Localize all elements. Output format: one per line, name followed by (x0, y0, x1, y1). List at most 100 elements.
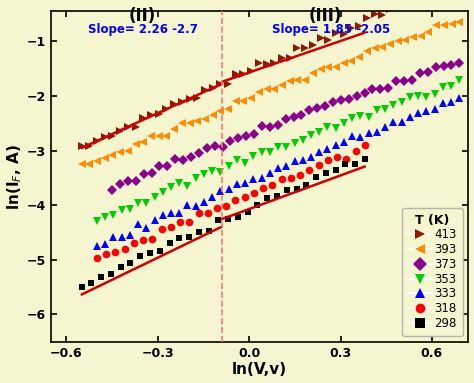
318 (362, 143, 368, 148)
353 (349, 116, 355, 121)
298 (362, 157, 368, 161)
393 (79, 162, 84, 167)
333 (317, 150, 322, 154)
393 (387, 42, 393, 47)
373 (267, 125, 273, 129)
393 (364, 49, 370, 54)
333 (234, 182, 240, 187)
393 (256, 90, 262, 94)
353 (118, 208, 124, 213)
353 (432, 91, 438, 96)
298 (313, 175, 319, 179)
393 (433, 22, 439, 27)
333 (349, 134, 355, 138)
413 (79, 143, 84, 148)
353 (94, 219, 100, 223)
333 (432, 107, 438, 111)
298 (303, 183, 309, 188)
413 (179, 100, 185, 105)
353 (374, 108, 380, 112)
353 (407, 95, 413, 100)
373 (362, 91, 367, 96)
333 (226, 186, 231, 191)
393 (233, 99, 238, 103)
393 (372, 46, 377, 51)
353 (226, 164, 231, 168)
413 (348, 26, 354, 31)
333 (391, 120, 396, 124)
333 (110, 234, 116, 239)
333 (242, 181, 248, 185)
333 (118, 234, 124, 239)
318 (177, 220, 183, 224)
333 (168, 211, 174, 216)
353 (448, 83, 454, 88)
318 (242, 194, 247, 199)
318 (131, 241, 137, 246)
373 (354, 93, 360, 98)
413 (426, 0, 431, 1)
298 (216, 218, 221, 223)
373 (212, 144, 218, 149)
373 (385, 85, 391, 90)
393 (248, 95, 254, 100)
353 (292, 141, 297, 145)
373 (291, 115, 296, 120)
298 (128, 261, 133, 265)
393 (395, 39, 401, 44)
413 (241, 71, 246, 76)
373 (117, 182, 123, 187)
353 (300, 137, 306, 142)
353 (135, 201, 141, 205)
353 (168, 185, 174, 190)
298 (284, 188, 290, 193)
373 (417, 70, 423, 75)
298 (98, 275, 104, 279)
373 (378, 87, 383, 91)
318 (325, 158, 331, 162)
393 (109, 153, 115, 157)
373 (322, 103, 328, 108)
413 (109, 133, 115, 138)
353 (110, 213, 116, 217)
318 (316, 163, 321, 167)
413 (187, 97, 192, 101)
318 (94, 255, 100, 260)
393 (333, 65, 339, 69)
353 (415, 94, 421, 99)
298 (274, 193, 280, 198)
333 (160, 213, 165, 218)
318 (307, 168, 312, 172)
333 (374, 129, 380, 134)
393 (225, 107, 231, 111)
393 (410, 35, 416, 39)
318 (260, 185, 266, 190)
298 (196, 229, 201, 234)
318 (233, 198, 238, 203)
393 (164, 134, 169, 138)
393 (287, 79, 292, 84)
298 (294, 187, 300, 192)
353 (383, 107, 388, 111)
393 (310, 70, 316, 75)
373 (188, 155, 194, 159)
333 (366, 131, 372, 136)
318 (288, 176, 294, 180)
Line: 393: 393 (78, 18, 463, 168)
333 (399, 119, 404, 124)
318 (168, 225, 173, 230)
318 (353, 149, 358, 154)
298 (225, 216, 231, 221)
413 (356, 24, 362, 28)
298 (245, 210, 250, 214)
298 (167, 241, 173, 246)
413 (202, 88, 208, 92)
353 (242, 161, 248, 165)
353 (325, 125, 330, 130)
373 (173, 157, 178, 162)
413 (294, 46, 300, 51)
373 (164, 163, 170, 168)
333 (210, 195, 215, 199)
333 (448, 100, 454, 104)
413 (387, 7, 393, 11)
